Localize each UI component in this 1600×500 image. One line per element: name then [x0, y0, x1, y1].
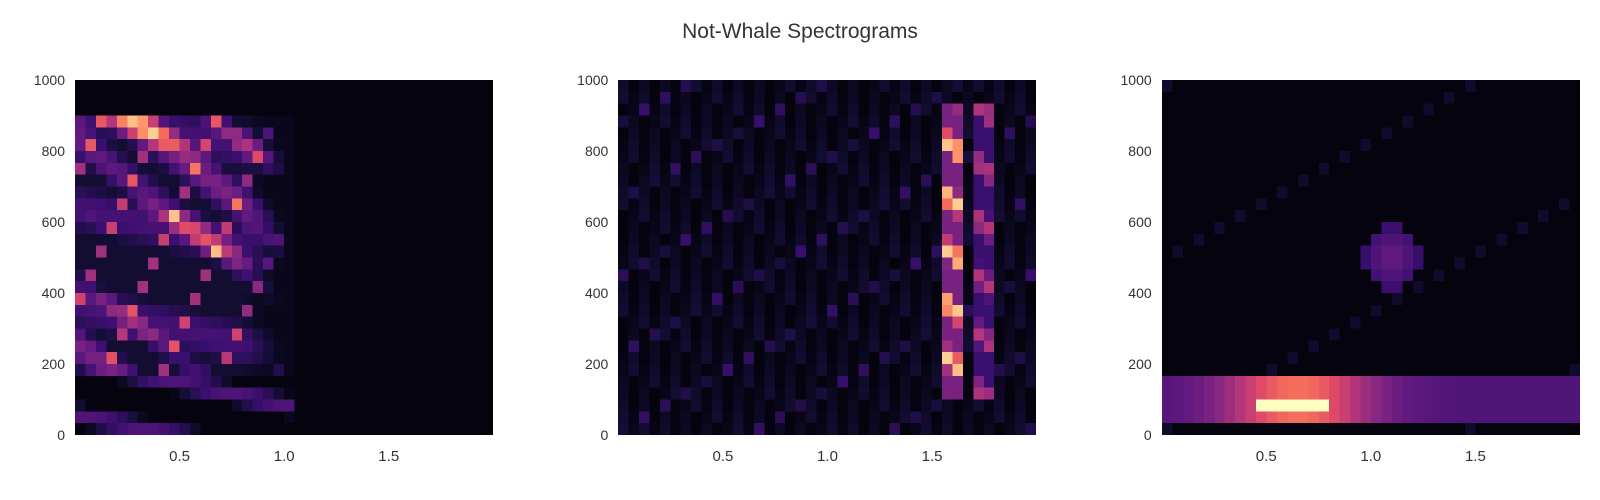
x-tick: 1.5 — [922, 448, 943, 465]
x-tick: 0.5 — [1256, 448, 1277, 465]
x-tick: 0.5 — [712, 448, 733, 465]
y-tick: 200 — [1107, 356, 1152, 372]
plot-2: 02004006008001000 — [1107, 80, 1580, 435]
panel-1: 02004006008001000 0.51.01.5 — [563, 80, 1036, 470]
y-tick: 400 — [563, 285, 608, 301]
y-tick: 1000 — [20, 72, 65, 88]
y-tick: 800 — [20, 143, 65, 159]
y-axis-0: 02004006008001000 — [20, 80, 75, 435]
y-tick: 200 — [563, 356, 608, 372]
y-tick: 600 — [20, 214, 65, 230]
x-tick: 0.5 — [169, 448, 190, 465]
y-axis-2: 02004006008001000 — [1107, 80, 1162, 435]
y-tick: 0 — [563, 427, 608, 443]
spectrogram-canvas-1 — [618, 80, 1036, 435]
x-tick: 1.0 — [1360, 448, 1381, 465]
x-axis-1: 0.5 1.0 1.5 — [618, 435, 1036, 470]
figure-title: Not-Whale Spectrograms — [0, 20, 1600, 44]
panel-2: 02004006008001000 0.51.01.5 — [1107, 80, 1580, 470]
plot-body-2 — [1162, 80, 1580, 435]
y-tick: 0 — [1107, 427, 1152, 443]
y-tick: 400 — [20, 285, 65, 301]
plot-body-1 — [618, 80, 1036, 435]
y-tick: 1000 — [563, 72, 608, 88]
plot-body-0 — [75, 80, 493, 435]
y-tick: 400 — [1107, 285, 1152, 301]
y-tick: 200 — [20, 356, 65, 372]
y-tick: 600 — [1107, 214, 1152, 230]
panel-0: 02004006008001000 0.51.01.5 — [20, 80, 493, 470]
x-axis-0: 0.5 1.0 1.5 — [75, 435, 493, 470]
spectrogram-canvas-2 — [1162, 80, 1580, 435]
panels-row: 02004006008001000 0.51.01.5 020040060080… — [20, 80, 1580, 470]
x-tick: 1.0 — [817, 448, 838, 465]
plot-1: 02004006008001000 — [563, 80, 1036, 435]
x-tick: 1.5 — [378, 448, 399, 465]
y-tick: 1000 — [1107, 72, 1152, 88]
spectrogram-canvas-0 — [75, 80, 493, 435]
x-axis-2: 0.5 1.0 1.5 — [1162, 435, 1580, 470]
x-tick: 1.5 — [1465, 448, 1486, 465]
y-tick: 0 — [20, 427, 65, 443]
y-axis-1: 02004006008001000 — [563, 80, 618, 435]
y-tick: 800 — [563, 143, 608, 159]
x-tick: 1.0 — [274, 448, 295, 465]
y-tick: 600 — [563, 214, 608, 230]
plot-0: 02004006008001000 — [20, 80, 493, 435]
y-tick: 800 — [1107, 143, 1152, 159]
